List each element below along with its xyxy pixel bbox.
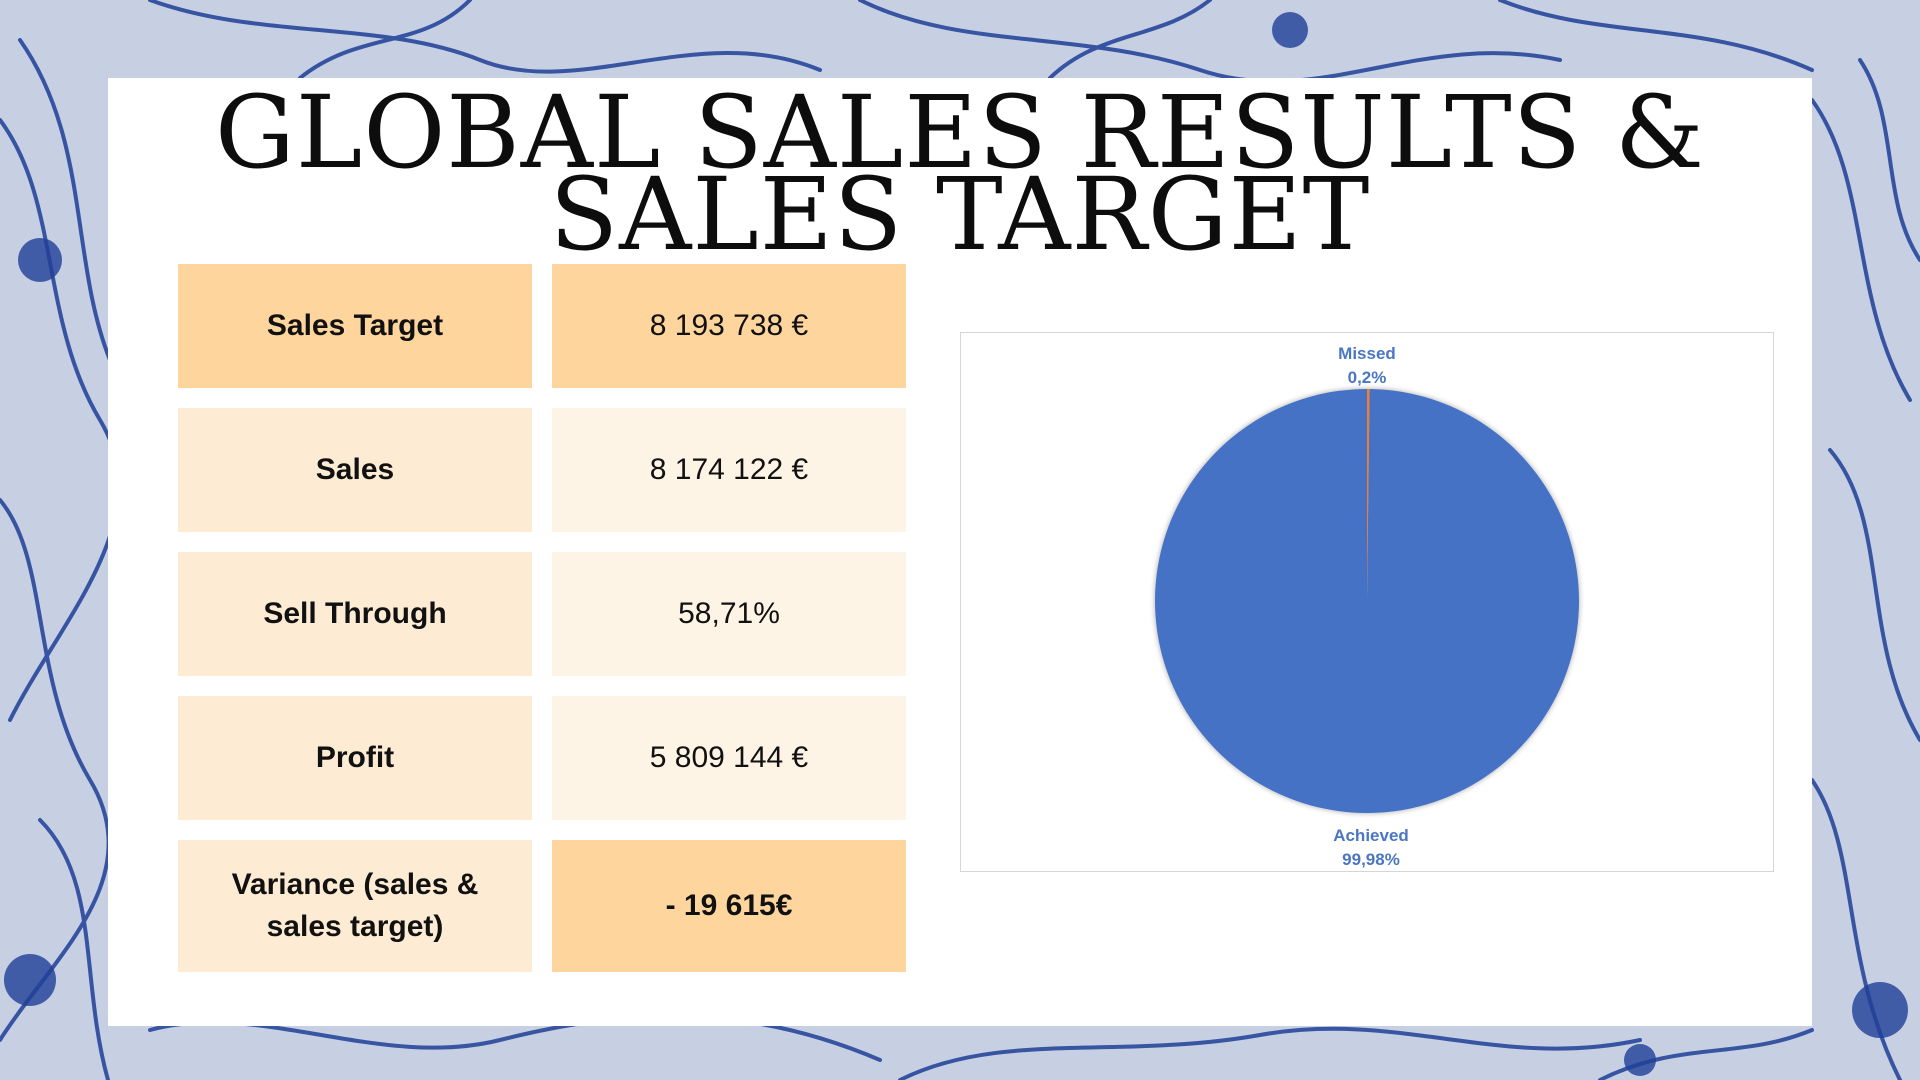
- kpi-value: 8 193 738 €: [552, 264, 906, 388]
- kpi-label: Sell Through: [178, 552, 532, 676]
- kpi-value: 58,71%: [552, 552, 906, 676]
- pie-label-name: Achieved: [1333, 826, 1409, 845]
- kpi-label: Sales Target: [178, 264, 532, 388]
- pie-label-name: Missed: [1338, 344, 1396, 363]
- pie-chart: Missed 0,2% Achieved 99,98%: [1154, 344, 1579, 869]
- pie-slice-achieved: [1154, 389, 1579, 813]
- slide-panel: Global Sales Results & Sales Target Sale…: [108, 78, 1812, 1026]
- pie-slice-missed: [1367, 389, 1370, 601]
- kpi-value: - 19 615€: [552, 840, 906, 972]
- kpi-value: 5 809 144 €: [552, 696, 906, 820]
- pie-label-value: 0,2%: [1348, 368, 1387, 387]
- kpi-label: Profit: [178, 696, 532, 820]
- pie-label-value: 99,98%: [1342, 850, 1400, 869]
- pie-chart-frame: Missed 0,2% Achieved 99,98%: [960, 332, 1774, 872]
- kpi-value: 8 174 122 €: [552, 408, 906, 532]
- kpi-label: Variance (sales & sales target): [178, 840, 532, 972]
- kpi-label: Sales: [178, 408, 532, 532]
- slide-title: Global Sales Results & Sales Target: [215, 74, 1705, 273]
